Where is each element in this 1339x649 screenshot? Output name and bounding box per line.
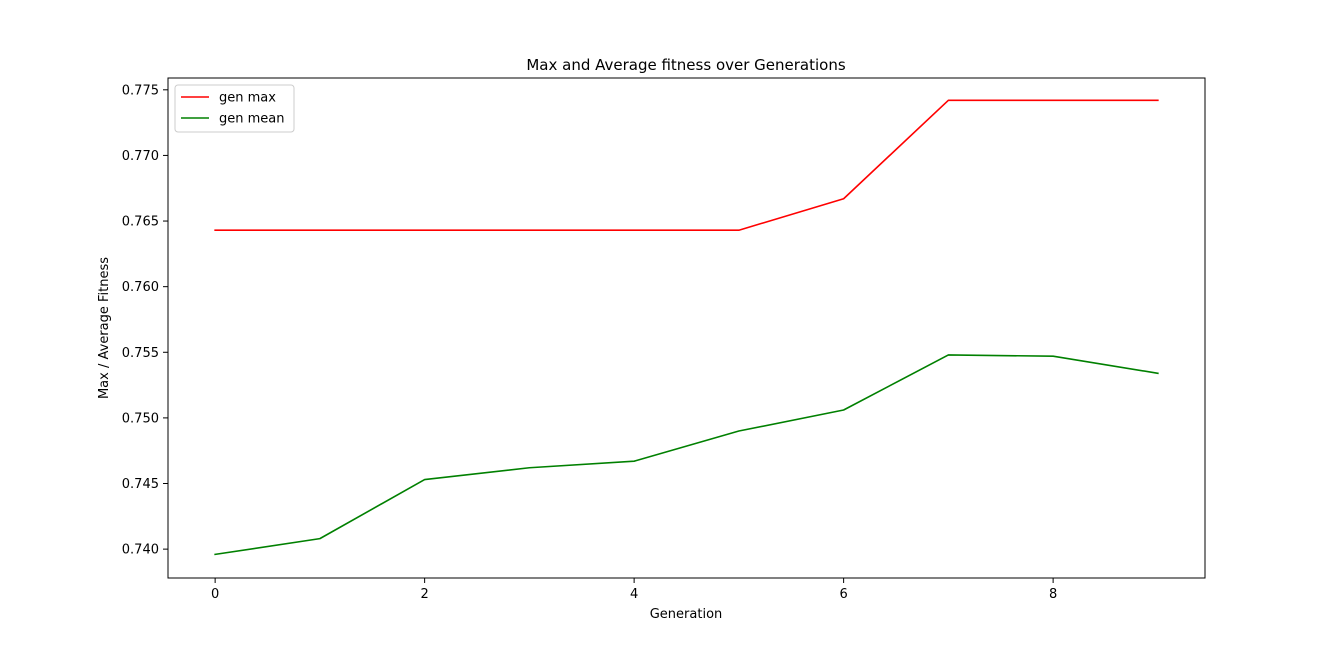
y-axis-label: Max / Average Fitness	[97, 257, 112, 399]
legend: gen max gen mean	[174, 84, 295, 133]
y-tick-label: 0.760	[122, 280, 159, 295]
y-tick-label: 0.745	[122, 477, 159, 492]
y-axis: 0.740 0.745 0.750 0.755 0.760 0.765 0.770 0.775	[122, 83, 168, 558]
y-tick-label: 0.750	[122, 411, 159, 426]
x-tick-label: 4	[630, 587, 638, 602]
x-axis-label: Generation	[650, 607, 723, 622]
x-tick-label: 6	[839, 587, 847, 602]
legend-label: gen mean	[219, 112, 285, 127]
series-line-gen-mean	[214, 354, 1159, 556]
y-tick-label: 0.770	[122, 149, 159, 164]
chart-title: Max and Average fitness over Generations	[526, 56, 845, 74]
y-tick-label: 0.775	[122, 83, 159, 98]
y-tick-label: 0.755	[122, 346, 159, 361]
x-axis: 0 2 4 6 8	[211, 578, 1057, 602]
x-tick-label: 8	[1049, 587, 1057, 602]
series-line-gen-max	[214, 99, 1159, 232]
legend-label: gen max	[219, 91, 276, 106]
x-tick-label: 0	[211, 587, 219, 602]
plot-frame	[167, 77, 1206, 579]
plot-area	[168, 78, 1205, 578]
series-layer	[214, 99, 1159, 556]
y-tick-label: 0.765	[122, 215, 159, 230]
y-tick-label: 0.740	[122, 543, 159, 558]
plot-background	[168, 78, 1205, 578]
x-tick-label: 2	[420, 587, 428, 602]
